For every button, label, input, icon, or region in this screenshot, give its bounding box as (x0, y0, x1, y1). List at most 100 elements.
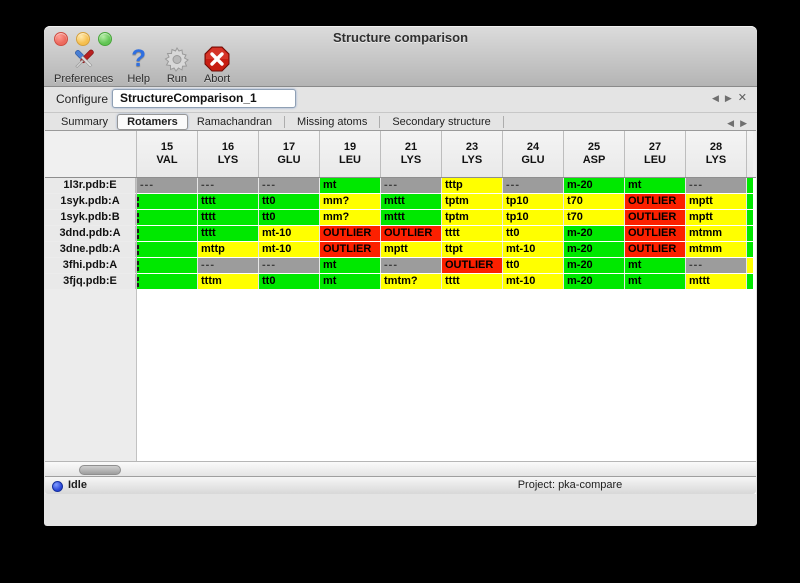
rotamer-cell[interactable]: --- (381, 178, 442, 193)
abort-button[interactable]: Abort (204, 46, 230, 85)
help-button[interactable]: ? Help (127, 46, 150, 86)
rotamer-cell[interactable]: tptm (442, 194, 503, 209)
rotamer-cell[interactable]: OUTLIER (625, 210, 686, 225)
rotamer-cell[interactable]: tt0 (259, 210, 320, 225)
tab-rotamers[interactable]: Rotamers (117, 114, 188, 130)
rotamer-cell[interactable]: tt0 (503, 226, 564, 241)
rotamer-cell[interactable]: mm? (320, 210, 381, 225)
rotamer-cell[interactable]: OUTLIER (625, 226, 686, 241)
tab-secondary-structure[interactable]: Secondary structure (392, 116, 491, 128)
minimize-window-button[interactable] (76, 32, 90, 46)
rotamer-cell[interactable] (137, 258, 198, 273)
rotamer-cell[interactable]: mptt (686, 194, 747, 209)
preferences-button[interactable]: Preferences (54, 46, 113, 85)
rotamer-cell[interactable]: --- (198, 258, 259, 273)
configure-name-field[interactable]: StructureComparison_1 (112, 89, 296, 108)
rotamer-cell[interactable]: tp10 (503, 194, 564, 209)
rotamer-cell[interactable]: mt-10 (259, 226, 320, 241)
rotamer-cell[interactable]: m-20 (564, 274, 625, 289)
rotamer-cell[interactable]: tttt (198, 226, 259, 241)
rotamer-cell[interactable]: mt (320, 178, 381, 193)
rotamer-cell[interactable]: m-20 (564, 242, 625, 257)
row-label[interactable]: 3dnd.pdb:A (45, 226, 136, 241)
rotamer-cell[interactable]: tmtm? (381, 274, 442, 289)
rotamer-cell[interactable]: m-20 (564, 258, 625, 273)
zoom-window-button[interactable] (98, 32, 112, 46)
rotamer-cell[interactable]: --- (686, 258, 747, 273)
rotamer-cell[interactable]: --- (198, 178, 259, 193)
rotamer-cell[interactable]: ttpt (442, 242, 503, 257)
tab-ramachandran[interactable]: Ramachandran (196, 116, 273, 128)
rotamer-cell[interactable]: OUTLIER (442, 258, 503, 273)
rotamer-cell[interactable]: mttp (198, 242, 259, 257)
rotamer-cell[interactable]: tttt (442, 226, 503, 241)
rotamer-cell[interactable]: --- (381, 258, 442, 273)
rotamer-cell[interactable]: m-20 (564, 226, 625, 241)
rotamer-cell[interactable]: tt0 (259, 194, 320, 209)
rotamer-cell[interactable]: mt (320, 274, 381, 289)
rotamer-cell[interactable]: mtmm (686, 226, 747, 241)
rotamer-cell[interactable]: mt-10 (503, 242, 564, 257)
rotamer-cell[interactable]: mt (625, 178, 686, 193)
rotamer-cell[interactable]: --- (503, 178, 564, 193)
horizontal-scrollbar-thumb[interactable] (79, 465, 121, 475)
rotamer-cell[interactable]: tp10 (503, 210, 564, 225)
rotamer-cell[interactable]: t70 (564, 210, 625, 225)
rotamer-cell[interactable] (137, 194, 198, 209)
close-window-button[interactable] (54, 32, 68, 46)
rotamer-cell[interactable]: --- (686, 178, 747, 193)
rotamer-cell[interactable]: OUTLIER (381, 226, 442, 241)
row-label[interactable]: 1syk.pdb:B (45, 210, 136, 225)
rotamer-cell[interactable]: mt (320, 258, 381, 273)
rotamer-cell[interactable]: mptt (686, 210, 747, 225)
rotamer-cell[interactable]: mm? (320, 194, 381, 209)
close-configuration-icon[interactable]: ✕ (737, 92, 747, 104)
row-label[interactable]: 3fjq.pdb:E (45, 274, 136, 289)
row-label[interactable]: 3dne.pdb:A (45, 242, 136, 257)
rotamer-cell[interactable]: mttt (381, 194, 442, 209)
rotamer-cell[interactable]: mttt (381, 210, 442, 225)
status-bar: Idle Project: pka-compare (45, 476, 756, 494)
rotamer-cell[interactable]: OUTLIER (320, 242, 381, 257)
rotamer-cell[interactable]: mtmm (686, 242, 747, 257)
rotamer-cell[interactable]: mt-10 (503, 274, 564, 289)
rotamer-cell[interactable]: tttt (442, 274, 503, 289)
rotamer-cell[interactable]: tptm (442, 210, 503, 225)
prev-configuration-icon[interactable]: ◀ (711, 93, 719, 103)
rotamer-cell[interactable]: tttm (198, 274, 259, 289)
row-label[interactable]: 1l3r.pdb:E (45, 178, 136, 193)
rotamer-cell[interactable]: m-20 (564, 178, 625, 193)
rotamer-cell[interactable] (137, 274, 198, 289)
tab-missing-atoms[interactable]: Missing atoms (297, 116, 368, 128)
rotamer-cell[interactable]: mt-10 (259, 242, 320, 257)
rotamer-cell[interactable]: --- (259, 258, 320, 273)
rotamer-cell[interactable] (137, 242, 198, 257)
prev-tab-icon[interactable]: ◀ (727, 118, 735, 128)
next-tab-icon[interactable]: ▶ (740, 118, 747, 128)
rotamer-cell[interactable]: OUTLIER (625, 194, 686, 209)
horizontal-scrollbar[interactable] (45, 461, 756, 477)
rotamer-cell[interactable]: tt0 (503, 258, 564, 273)
rotamer-cell[interactable]: tt0 (259, 274, 320, 289)
toolbar-button-label: Abort (203, 73, 231, 85)
rotamer-cell[interactable]: OUTLIER (625, 242, 686, 257)
rotamer-cell[interactable]: mttt (686, 274, 747, 289)
rotamer-cell[interactable]: --- (259, 178, 320, 193)
rotamer-cell[interactable]: tttp (442, 178, 503, 193)
next-configuration-icon[interactable]: ▶ (724, 93, 732, 103)
row-label[interactable]: 1syk.pdb:A (45, 194, 136, 209)
rotamer-cell[interactable]: tttt (198, 194, 259, 209)
rotamer-cell[interactable] (137, 226, 198, 241)
row-label[interactable]: 3fhi.pdb:A (45, 258, 136, 273)
rotamer-cell[interactable] (137, 210, 198, 225)
rotamer-cell[interactable]: mptt (381, 242, 442, 257)
rotamer-cell[interactable]: mt (625, 258, 686, 273)
rotamer-cell[interactable]: tttt (198, 210, 259, 225)
tab-summary[interactable]: Summary (61, 116, 109, 128)
rotamer-cell[interactable]: --- (137, 178, 198, 193)
rotamer-cell[interactable]: t70 (564, 194, 625, 209)
run-button[interactable]: Run (164, 46, 190, 85)
table-row: 3fhi.pdb:A --- --- mt --- OUTLIER tt0 m-20 mt --- (45, 258, 756, 273)
rotamer-cell[interactable]: mt (625, 274, 686, 289)
rotamer-cell[interactable]: OUTLIER (320, 226, 381, 241)
